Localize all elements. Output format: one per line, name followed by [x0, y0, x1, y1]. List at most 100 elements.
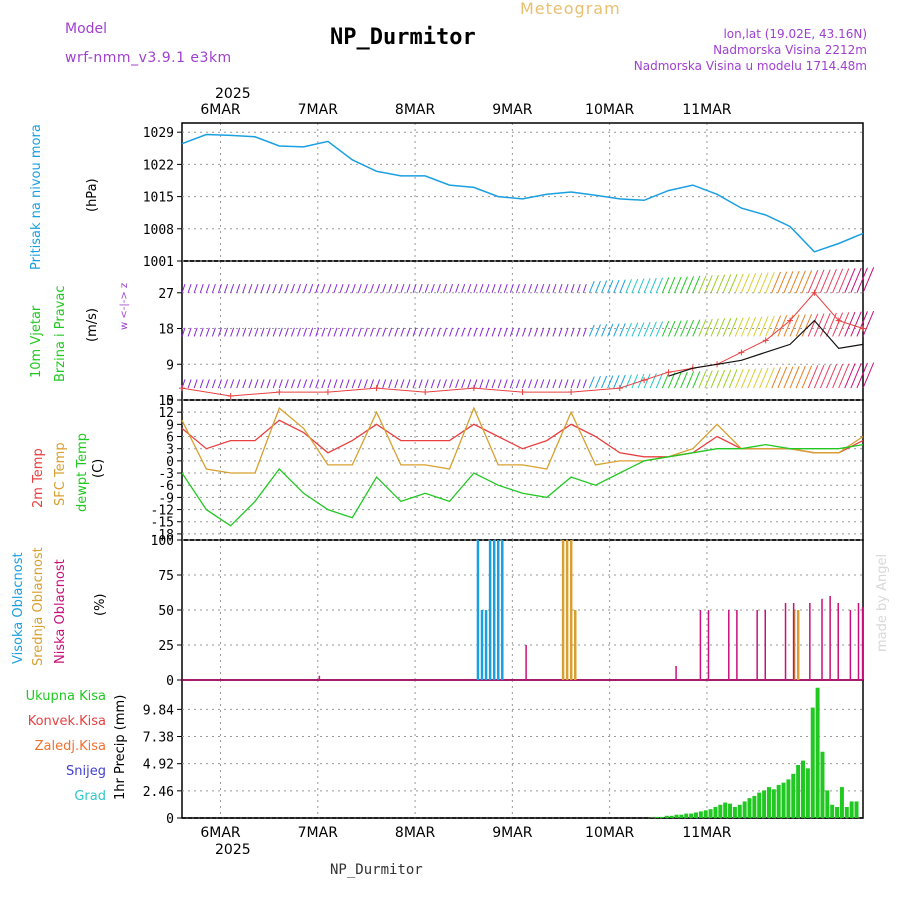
wind-barb	[807, 269, 819, 293]
wind-barb	[327, 379, 332, 389]
wind-barb	[412, 327, 417, 337]
wind-barb	[339, 379, 344, 389]
wind-barb	[832, 312, 844, 337]
wind-barb	[400, 283, 405, 293]
wind-barb	[503, 283, 508, 293]
wind-barb	[278, 379, 283, 389]
tick-label: 1029	[143, 126, 174, 141]
wind-barb	[734, 368, 744, 389]
wind-barb	[339, 283, 344, 293]
wind-barb	[479, 379, 484, 389]
wind-barb	[315, 283, 320, 293]
wind-barb	[576, 327, 581, 337]
wind-barb	[862, 362, 875, 389]
wind-barb	[558, 379, 563, 389]
wind-barb	[491, 379, 496, 389]
wind-barb	[570, 283, 575, 293]
date-label-bottom: 7MAR	[298, 825, 339, 841]
precip-bar	[776, 784, 781, 818]
wind-barb	[254, 283, 259, 293]
cloud-bar	[849, 610, 852, 680]
wind-barb	[552, 283, 557, 293]
wind-barb	[819, 313, 831, 337]
wind-barb	[266, 283, 271, 293]
cloud-unit: (%)	[93, 594, 108, 617]
wind-barb	[284, 283, 289, 293]
wind-barb	[777, 271, 788, 293]
wind-barb	[795, 270, 806, 293]
precip-bar	[781, 782, 786, 818]
wind-barb	[740, 273, 750, 293]
wind-barb	[759, 316, 769, 337]
wind-barb	[382, 379, 387, 389]
wind-barb	[661, 372, 670, 389]
wind-barb	[552, 327, 557, 337]
dewpoint-line	[181, 443, 864, 527]
pressure-unit: (hPa)	[85, 178, 100, 212]
wind-barb	[819, 269, 831, 293]
wind-barb	[418, 327, 423, 337]
tick-label: -6	[158, 479, 174, 494]
gust-marker	[641, 377, 648, 384]
wind-barb	[473, 327, 478, 337]
wind-barb	[546, 327, 551, 337]
wind-barb	[309, 283, 314, 293]
wind-barb	[345, 379, 350, 389]
wind-barb	[564, 379, 569, 389]
wind-barb	[534, 379, 539, 389]
tick-label: -18	[151, 528, 174, 543]
wind-barb	[327, 327, 332, 337]
cloud-bar	[809, 603, 811, 680]
wind-barb	[424, 327, 429, 337]
gust-marker	[762, 337, 769, 344]
wind-barb	[388, 379, 393, 389]
date-label-bottom: 6MAR	[200, 825, 241, 841]
wind-barb	[759, 367, 769, 389]
wind-barb	[789, 270, 800, 293]
precip-bar	[655, 816, 660, 818]
wind-barb	[290, 283, 295, 293]
precip-bar	[835, 806, 840, 818]
cloud-bar	[857, 603, 860, 680]
gust-marker	[835, 317, 842, 324]
tick-label: 12	[158, 406, 174, 421]
cloud-bar	[829, 596, 831, 680]
wind-barb	[376, 283, 381, 293]
wind-barb	[321, 283, 326, 293]
tick-label: 3	[166, 443, 174, 458]
gust-marker	[276, 389, 283, 396]
wind-barb	[674, 372, 682, 389]
wind-barb	[667, 277, 676, 293]
cloud-bar	[476, 540, 480, 680]
wind-barb	[424, 379, 429, 389]
precip-bar	[844, 806, 849, 818]
wind-barb	[230, 283, 235, 293]
wind-barb	[722, 274, 732, 293]
wind-barb	[388, 283, 393, 293]
wind-barb	[619, 279, 626, 293]
wind-barb	[467, 327, 472, 337]
wind-barb	[607, 280, 614, 293]
wind-barb	[418, 283, 423, 293]
cloud-bar	[565, 540, 569, 680]
temp-unit: (C)	[91, 459, 106, 478]
wind-barb	[260, 379, 265, 389]
wind-barb	[552, 379, 557, 389]
wind-barb	[801, 365, 813, 389]
model-name: wrf-nmm_v3.9.1 e3km	[65, 50, 232, 66]
wind-barb	[297, 283, 301, 293]
sfc-temp-line	[181, 406, 864, 474]
wind-barb	[601, 324, 608, 337]
wind-barb	[509, 379, 514, 389]
wind-barb	[272, 283, 277, 293]
precip-bar	[684, 813, 689, 818]
wind-barb	[503, 379, 508, 389]
cloud-bar	[728, 610, 730, 680]
wind-barb	[826, 269, 837, 293]
wind-barb	[588, 376, 595, 389]
wind-barb	[716, 318, 726, 337]
cloud-bar	[792, 603, 795, 680]
wind-barb	[254, 327, 259, 337]
wind-barb	[382, 327, 387, 337]
cloud-bar	[756, 610, 758, 680]
